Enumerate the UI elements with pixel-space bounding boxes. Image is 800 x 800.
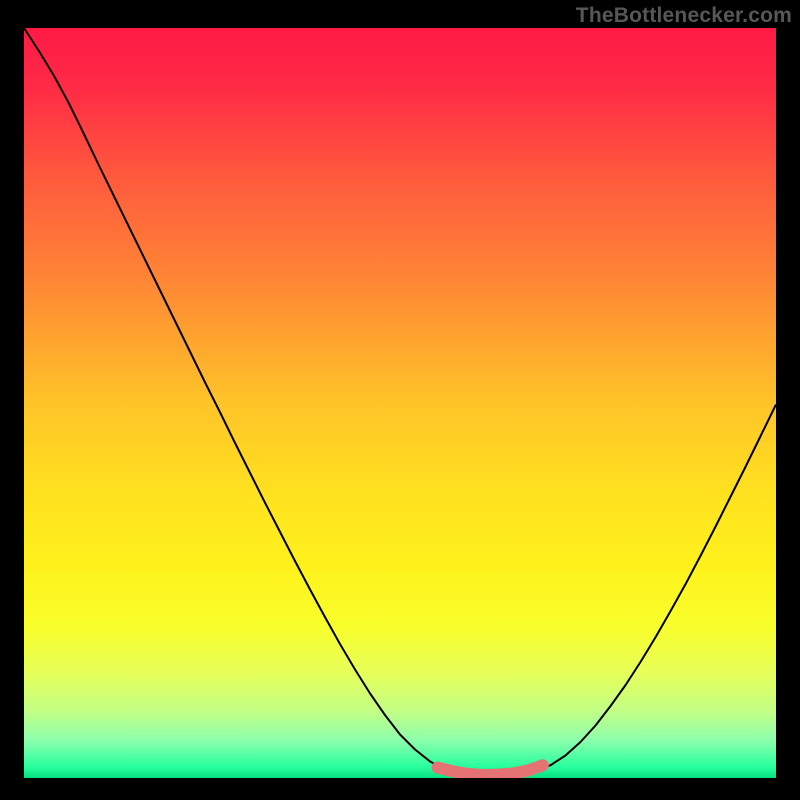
optimal-range-marker xyxy=(24,28,776,778)
chart-frame: TheBottlenecker.com xyxy=(0,0,800,800)
plot-area xyxy=(24,28,776,778)
watermark-text: TheBottlenecker.com xyxy=(576,4,792,28)
